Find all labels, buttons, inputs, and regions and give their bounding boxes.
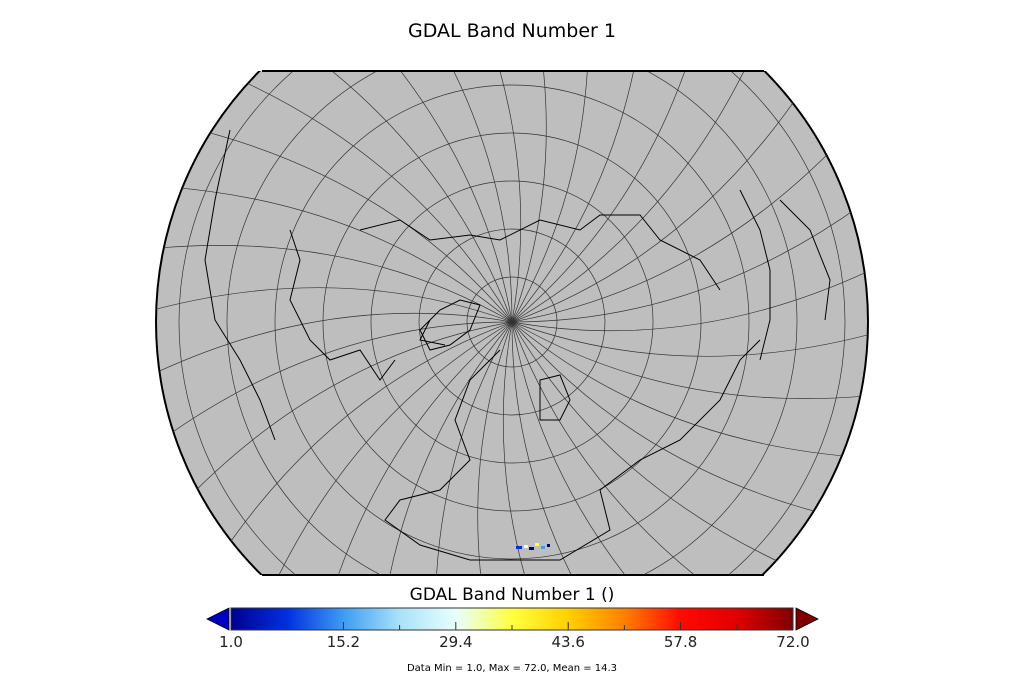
map-title: GDAL Band Number 1 [408, 20, 616, 42]
colorbar-tick-label: 15.2 [326, 633, 361, 651]
meridian-line [434, 321, 513, 575]
meridian-line [511, 71, 547, 323]
data-stats: Data Min = 1.0, Max = 72.0, Mean = 14.3 [406, 663, 618, 674]
meridian-line [511, 321, 713, 575]
parallel-line [226, 71, 798, 575]
parallel-line [274, 84, 750, 560]
data-pixels [516, 543, 550, 550]
meridian-line [511, 321, 868, 400]
meridian-line [511, 71, 819, 323]
meridian-line [311, 321, 513, 575]
colorbar-tick-label: 57.8 [663, 633, 698, 651]
meridian-line [502, 321, 582, 575]
meridian-line [374, 321, 513, 575]
meridian-line [511, 321, 650, 575]
meridian-line [165, 121, 513, 323]
meridian-line [442, 71, 522, 323]
meridian-line [205, 71, 513, 323]
colorbar [206, 607, 819, 631]
meridian-line [511, 71, 770, 323]
colorbar-tick-label: 1.0 [219, 633, 243, 651]
coastlines [204, 129, 831, 561]
meridian-line [477, 321, 513, 575]
meridian-line [156, 184, 513, 323]
colorbar-extend-min [206, 607, 230, 631]
meridian-line [311, 71, 513, 323]
graticule [156, 71, 868, 575]
meridian-line [511, 321, 819, 575]
parallel-line [322, 132, 702, 512]
meridian-line [511, 321, 868, 357]
meridian-line [156, 321, 513, 460]
meridian-line [511, 71, 590, 323]
meridian-line [374, 71, 513, 323]
parallel-line [370, 180, 654, 464]
colorbar-tick-label: 43.6 [551, 633, 585, 651]
meridian-line [511, 184, 868, 323]
parallel-line [466, 276, 558, 368]
meridian-line [156, 287, 513, 323]
parallel-line [178, 71, 846, 575]
meridian-line [511, 321, 868, 460]
meridian-line [156, 312, 513, 392]
meridian-line [511, 121, 859, 323]
parallel-line [418, 228, 606, 416]
meridian-line [511, 321, 770, 575]
colorbar-tick-label: 72.0 [776, 633, 810, 651]
meridian-line [511, 71, 713, 323]
meridian-line [205, 321, 513, 575]
meridian-line [511, 252, 868, 332]
meridian-line [511, 71, 650, 323]
meridian-line [254, 71, 513, 323]
colorbar-ticks [230, 622, 794, 630]
colorbar-title: GDAL Band Number 1 () [409, 585, 615, 605]
meridian-line [165, 321, 513, 523]
meridian-line [156, 244, 513, 323]
colorbar-extend-max [795, 607, 819, 631]
colorbar-tick-label: 29.4 [439, 633, 473, 651]
